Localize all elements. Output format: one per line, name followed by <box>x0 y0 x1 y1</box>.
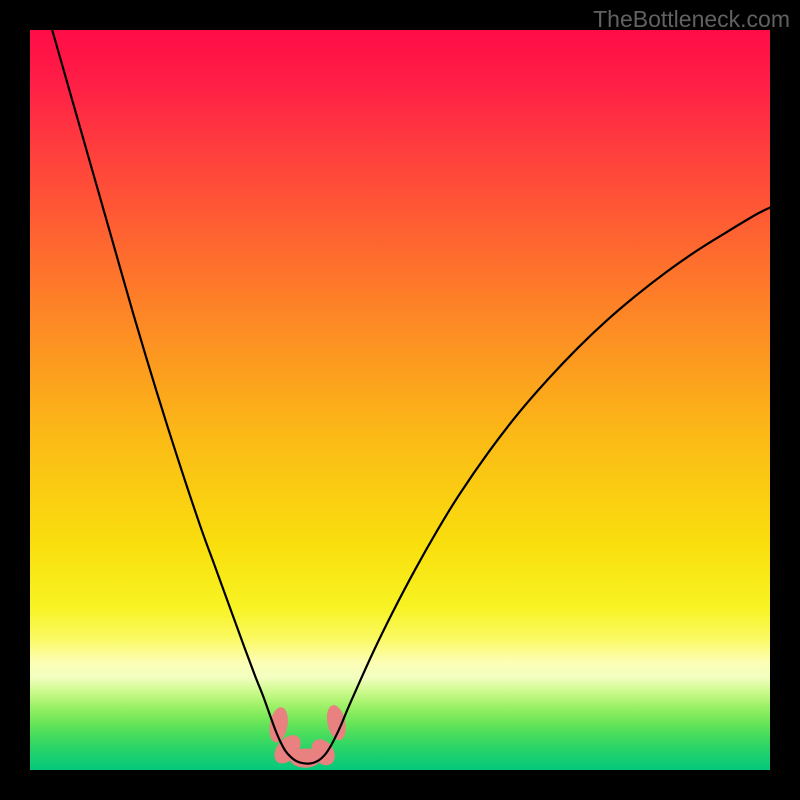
chart-svg <box>30 30 770 770</box>
watermark-text: TheBottleneck.com <box>593 6 790 33</box>
gradient-bg <box>30 30 770 770</box>
chart-frame <box>30 30 770 770</box>
